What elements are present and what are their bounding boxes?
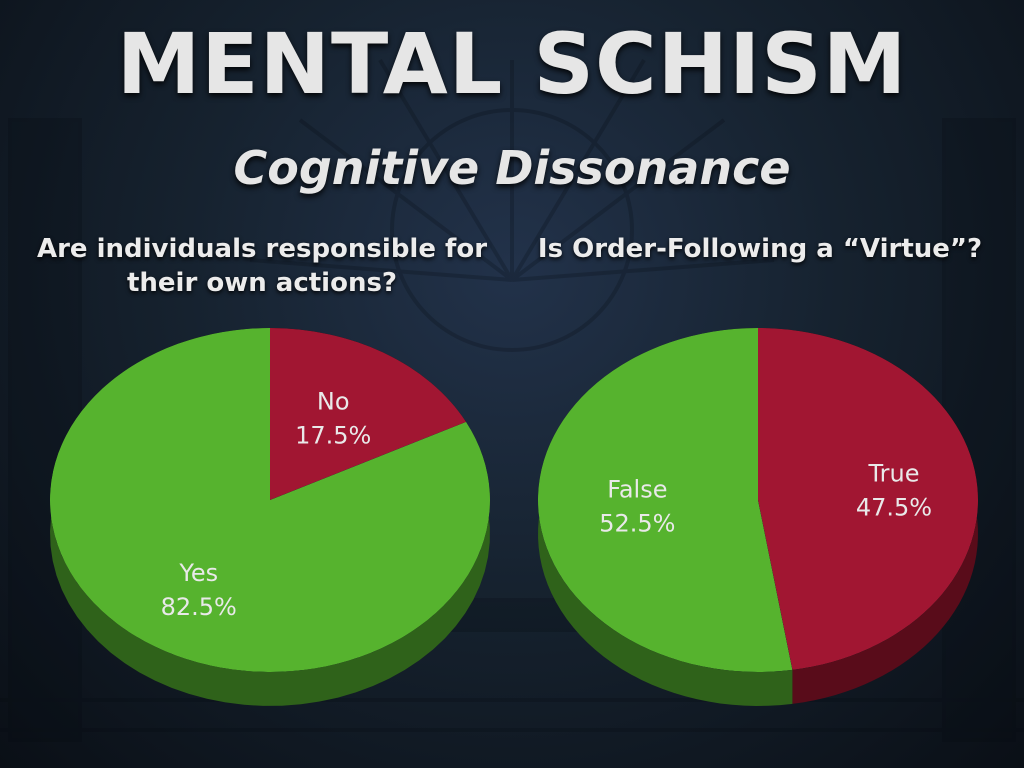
pie-2-label-false: False (607, 475, 667, 503)
pie-1-label-no: No (317, 387, 350, 415)
pie-1-slice-yes (50, 328, 490, 672)
pie-1-label-yes: Yes (178, 559, 218, 587)
pie-1: No 17.5% Yes 82.5% (50, 328, 490, 706)
pie-1-value-yes: 82.5% (161, 593, 237, 621)
pie-2: True 47.5% False 52.5% (537, 328, 978, 706)
pie-2-label-true: True (867, 460, 919, 488)
pie-2-slice-false (537, 328, 793, 673)
slide-title: MENTAL SCHISM (116, 15, 908, 113)
pie-2-slice-true (758, 328, 978, 670)
pie-1-value-no: 17.5% (295, 421, 371, 449)
pie-1-slice-no (270, 328, 467, 500)
pie-2-value-true: 47.5% (856, 494, 932, 522)
chart-1-title: Are individuals responsible for their ow… (36, 234, 488, 299)
chart-2-title: Is Order-Following a “Virtue”? (537, 234, 983, 264)
pie-2-value-false: 52.5% (599, 509, 675, 537)
slide-subtitle: Cognitive Dissonance (233, 141, 791, 195)
